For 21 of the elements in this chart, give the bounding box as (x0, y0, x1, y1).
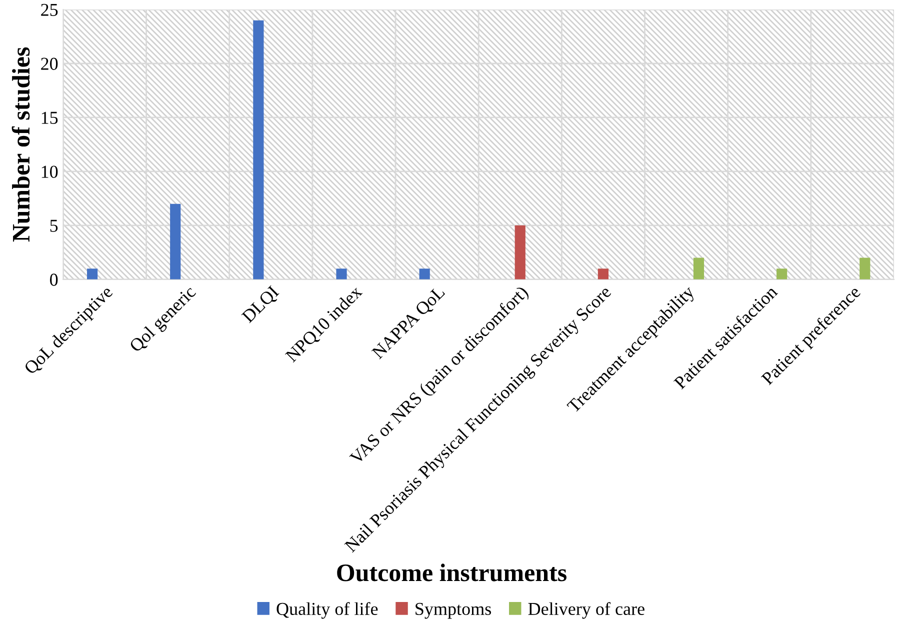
y-tick-label: 5 (50, 220, 58, 232)
y-axis-title: Number of studies (12, 47, 30, 242)
y-tick-label: 15 (42, 112, 58, 124)
legend-label: Symptoms (416, 602, 491, 619)
y-tick-label: 25 (41, 4, 58, 16)
bar (336, 268, 347, 280)
bar (693, 258, 704, 280)
x-axis-title: Outcome instruments (337, 564, 567, 582)
y-tick-label: 20 (41, 58, 58, 70)
bar (253, 20, 264, 280)
y-tick-label: 0 (50, 274, 58, 286)
y-tick-label: 10 (42, 166, 58, 178)
legend-label: Delivery of care (528, 602, 644, 619)
bar (86, 268, 98, 280)
bar (419, 268, 430, 280)
bar (860, 258, 870, 280)
bar (598, 268, 608, 280)
bar (776, 268, 788, 280)
bar (514, 225, 526, 280)
legend-label: Quality of life (276, 602, 378, 619)
bar (170, 204, 181, 280)
